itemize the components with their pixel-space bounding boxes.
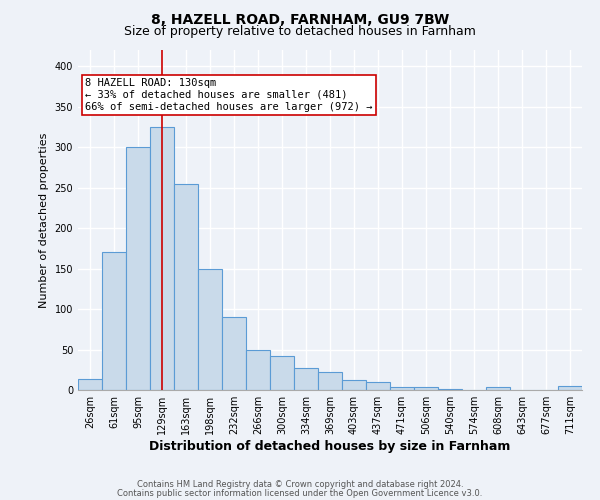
Bar [414,387,438,390]
Bar [318,372,342,390]
Bar [366,382,390,390]
Bar [126,147,150,390]
Text: 8 HAZELL ROAD: 130sqm
← 33% of detached houses are smaller (481)
66% of semi-det: 8 HAZELL ROAD: 130sqm ← 33% of detached … [85,78,373,112]
Bar [558,386,582,390]
Bar [294,368,318,390]
Text: Contains public sector information licensed under the Open Government Licence v3: Contains public sector information licen… [118,488,482,498]
Bar [390,387,414,390]
Bar [246,350,270,390]
Y-axis label: Number of detached properties: Number of detached properties [39,132,49,308]
Bar [438,389,462,390]
Bar [102,252,126,390]
Bar [342,380,366,390]
Bar [486,387,510,390]
Text: 8, HAZELL ROAD, FARNHAM, GU9 7BW: 8, HAZELL ROAD, FARNHAM, GU9 7BW [151,12,449,26]
Bar [270,356,294,390]
Text: Size of property relative to detached houses in Farnham: Size of property relative to detached ho… [124,25,476,38]
Bar [174,184,198,390]
Bar [78,378,102,390]
Text: Contains HM Land Registry data © Crown copyright and database right 2024.: Contains HM Land Registry data © Crown c… [137,480,463,489]
Bar [150,127,174,390]
Bar [222,317,246,390]
X-axis label: Distribution of detached houses by size in Farnham: Distribution of detached houses by size … [149,440,511,453]
Bar [198,268,222,390]
